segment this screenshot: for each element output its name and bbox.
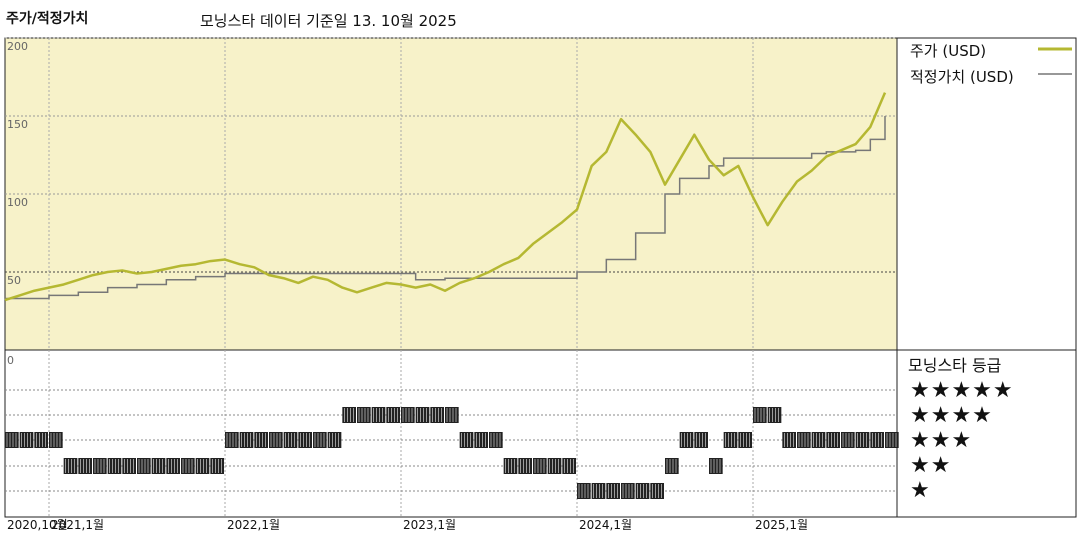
rating-bar: [694, 432, 708, 448]
rating-bar: [474, 432, 488, 448]
rating-bar: [225, 432, 239, 448]
rating-bar: [459, 432, 474, 448]
chart-title: 주가/적정가치: [6, 11, 89, 27]
rating-bar: [606, 483, 620, 499]
legend-price: 주가 (USD): [910, 40, 986, 61]
rating-bar: [137, 458, 151, 474]
rating-bar: [679, 432, 694, 448]
rating-bar: [166, 458, 180, 474]
stars-2: ★★: [910, 453, 952, 478]
stars-4: ★★★★: [910, 403, 993, 428]
rating-bar: [503, 458, 518, 474]
x-tick-label: 2020,10월: [7, 518, 68, 532]
rating-zero-label: 0: [7, 354, 14, 367]
rating-bar: [855, 432, 870, 448]
rating-bar: [239, 432, 254, 448]
rating-bar: [518, 458, 532, 474]
rating-bar: [430, 407, 444, 423]
rating-bar: [445, 407, 459, 423]
legend-price-label: 주가 (USD): [910, 42, 987, 60]
y-tick-label: 100: [7, 196, 28, 209]
rating-bar: [415, 407, 430, 423]
rating-bar: [782, 432, 796, 448]
rating-bar: [401, 407, 415, 423]
rating-bar: [591, 483, 606, 499]
y-tick-label: 150: [7, 118, 28, 131]
rating-bar: [709, 458, 723, 474]
rating-bar: [870, 432, 884, 448]
rating-bar: [210, 458, 224, 474]
rating-bar: [342, 407, 356, 423]
rating-bar: [547, 458, 562, 474]
y-tick-label: 200: [7, 40, 28, 53]
stars-1: ★: [910, 478, 931, 503]
rating-bar: [386, 407, 400, 423]
rating-bar: [283, 432, 298, 448]
chart-frame: [4, 37, 1077, 518]
rating-bar: [621, 483, 635, 499]
data-date: 모닝스타 데이터 기준일 13. 10월 2025: [200, 12, 457, 30]
rating-bar: [885, 432, 899, 448]
y-tick-label: 50: [7, 274, 21, 287]
x-tick-label: 2021,1월: [51, 518, 104, 532]
legend-fair-value: 적정가치 (USD): [910, 66, 1014, 87]
rating-bar: [738, 432, 752, 448]
rating-bar: [811, 432, 826, 448]
fair-value-line: [5, 116, 886, 300]
rating-bar: [753, 407, 767, 423]
stars-5: ★★★★★: [910, 378, 1014, 403]
rating-bar: [327, 432, 342, 448]
rating-bar: [151, 458, 166, 474]
rating-bar: [650, 483, 664, 499]
rating-bar: [93, 458, 107, 474]
rating-bar: [34, 432, 48, 448]
rating-legend-title: 모닝스타 등급: [908, 356, 1002, 375]
rating-bar: [797, 432, 811, 448]
stars-3: ★★★: [910, 428, 973, 453]
rating-bar: [577, 483, 591, 499]
rating-bar: [5, 432, 19, 448]
rating-bar: [635, 483, 650, 499]
rating-bar: [19, 432, 34, 448]
x-tick-label: 2024,1월: [579, 518, 632, 532]
rating-bar: [562, 458, 576, 474]
rating-bar: [254, 432, 268, 448]
rating-bar: [313, 432, 327, 448]
rating-bar: [371, 407, 386, 423]
rating-bar: [767, 407, 782, 423]
legend-fair-value-label: 적정가치 (USD): [910, 68, 1014, 86]
rating-bar: [181, 458, 195, 474]
rating-bar: [489, 432, 503, 448]
rating-bar: [357, 407, 371, 423]
rating-bar: [269, 432, 283, 448]
rating-bar: [49, 432, 63, 448]
price-line: [4, 92, 887, 302]
x-tick-label: 2025,1월: [755, 518, 808, 532]
rating-bar: [841, 432, 855, 448]
rating-bar: [122, 458, 136, 474]
rating-bar: [195, 458, 210, 474]
rating-bar: [298, 432, 312, 448]
rating-bar: [533, 458, 547, 474]
rating-bar: [78, 458, 92, 474]
x-tick-label: 2022,1월: [227, 518, 280, 532]
rating-bar: [107, 458, 122, 474]
rating-bar: [63, 458, 78, 474]
rating-bar: [826, 432, 840, 448]
rating-bar: [723, 432, 738, 448]
rating-bar: [665, 458, 679, 474]
x-tick-label: 2023,1월: [403, 518, 456, 532]
